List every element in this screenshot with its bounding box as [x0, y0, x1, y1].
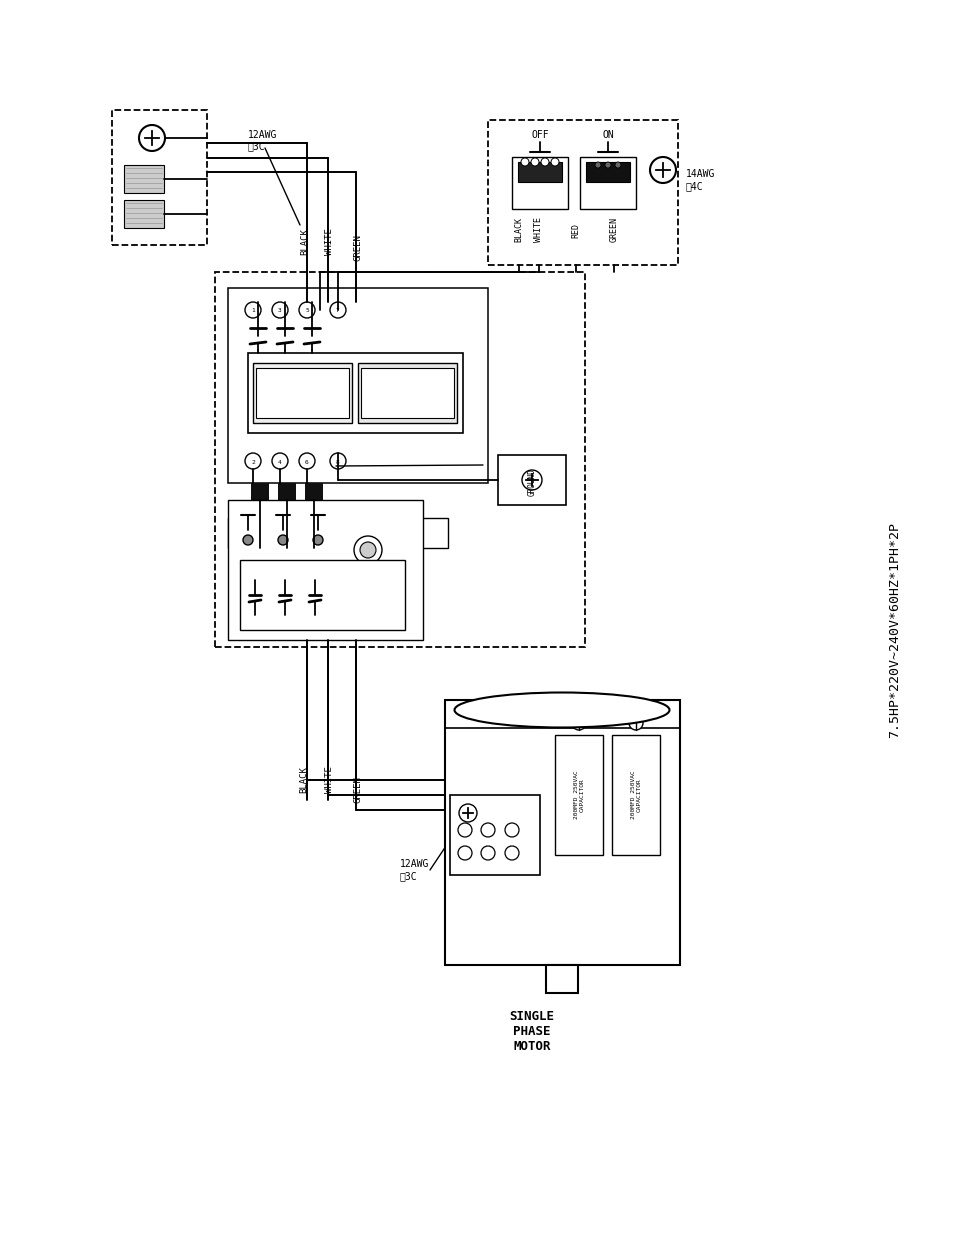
Bar: [253, 363, 352, 424]
Circle shape: [354, 536, 381, 564]
Circle shape: [572, 716, 585, 730]
Text: 3: 3: [278, 309, 281, 314]
Bar: [360, 368, 454, 417]
Text: 7: 7: [335, 309, 339, 314]
Bar: [124, 165, 164, 193]
Circle shape: [540, 158, 548, 165]
Circle shape: [520, 158, 529, 165]
Text: 12AWG
∖3C: 12AWG ∖3C: [399, 860, 429, 881]
Text: SINGLE
PHASE
MOTOR: SINGLE PHASE MOTOR: [509, 1010, 554, 1053]
Circle shape: [504, 846, 518, 860]
Text: 200MFD 250VAC
CAPACITOR: 200MFD 250VAC CAPACITOR: [630, 771, 640, 819]
Text: GREEN: GREEN: [354, 777, 362, 804]
Circle shape: [298, 303, 314, 317]
Bar: [612, 735, 659, 855]
Circle shape: [628, 716, 642, 730]
Circle shape: [595, 162, 600, 168]
Bar: [517, 162, 561, 182]
Circle shape: [531, 158, 538, 165]
Circle shape: [245, 303, 261, 317]
Text: GREEN: GREEN: [354, 235, 362, 262]
Circle shape: [551, 158, 558, 165]
Bar: [512, 157, 567, 209]
Bar: [444, 700, 679, 965]
Circle shape: [458, 804, 476, 823]
Bar: [545, 965, 578, 993]
Circle shape: [139, 125, 165, 151]
Bar: [585, 162, 629, 182]
Circle shape: [298, 453, 314, 469]
Circle shape: [272, 453, 288, 469]
Text: 14AWG
∖4C: 14AWG ∖4C: [685, 169, 715, 190]
Text: 200MFD 250VAC
CAPACITOR: 200MFD 250VAC CAPACITOR: [573, 771, 584, 819]
Circle shape: [604, 162, 610, 168]
Circle shape: [243, 535, 253, 545]
Text: 5: 5: [305, 309, 309, 314]
Bar: [251, 483, 269, 513]
Text: RED: RED: [571, 222, 579, 237]
Circle shape: [649, 157, 676, 183]
Text: 7.5HP*220V~240V*60HZ*1PH*2P: 7.5HP*220V~240V*60HZ*1PH*2P: [887, 522, 901, 739]
Bar: [228, 288, 488, 483]
Circle shape: [521, 471, 541, 490]
Bar: [112, 110, 207, 245]
Bar: [488, 120, 678, 266]
Text: GREEN: GREEN: [609, 217, 618, 242]
Text: OFF: OFF: [531, 130, 548, 140]
Bar: [357, 363, 456, 424]
Bar: [497, 454, 565, 505]
Text: 2: 2: [251, 459, 254, 464]
Ellipse shape: [454, 693, 669, 727]
Text: 8: 8: [335, 459, 339, 464]
Circle shape: [480, 846, 495, 860]
Bar: [579, 157, 636, 209]
Circle shape: [457, 846, 472, 860]
Circle shape: [504, 823, 518, 837]
Circle shape: [480, 823, 495, 837]
Text: 1: 1: [251, 309, 254, 314]
Bar: [228, 500, 422, 640]
Bar: [248, 353, 462, 433]
Bar: [214, 272, 584, 647]
Bar: [255, 368, 349, 417]
Text: WHITE: WHITE: [534, 217, 543, 242]
Bar: [324, 522, 339, 543]
Circle shape: [330, 303, 346, 317]
Circle shape: [457, 823, 472, 837]
Text: 4: 4: [278, 459, 281, 464]
Text: BLACK: BLACK: [299, 767, 308, 793]
Bar: [124, 200, 164, 228]
Bar: [235, 522, 252, 543]
Bar: [228, 517, 448, 548]
Circle shape: [277, 535, 288, 545]
Text: WHITE: WHITE: [325, 767, 335, 793]
Circle shape: [272, 303, 288, 317]
Bar: [302, 522, 317, 543]
Bar: [305, 483, 323, 513]
Circle shape: [359, 542, 375, 558]
Bar: [450, 795, 539, 876]
Text: ON: ON: [601, 130, 613, 140]
Text: BLACK: BLACK: [300, 228, 309, 256]
Circle shape: [313, 535, 323, 545]
Bar: [280, 522, 295, 543]
Text: 12AWG
∖3C: 12AWG ∖3C: [248, 130, 277, 152]
Text: 6: 6: [305, 459, 309, 464]
Text: GROUND: GROUND: [527, 468, 536, 496]
Text: BLACK: BLACK: [514, 217, 523, 242]
Bar: [277, 483, 295, 513]
Circle shape: [615, 162, 620, 168]
Bar: [240, 559, 405, 630]
Text: WHITE: WHITE: [325, 228, 335, 256]
Bar: [555, 735, 602, 855]
Circle shape: [330, 453, 346, 469]
Circle shape: [245, 453, 261, 469]
Bar: [257, 522, 274, 543]
